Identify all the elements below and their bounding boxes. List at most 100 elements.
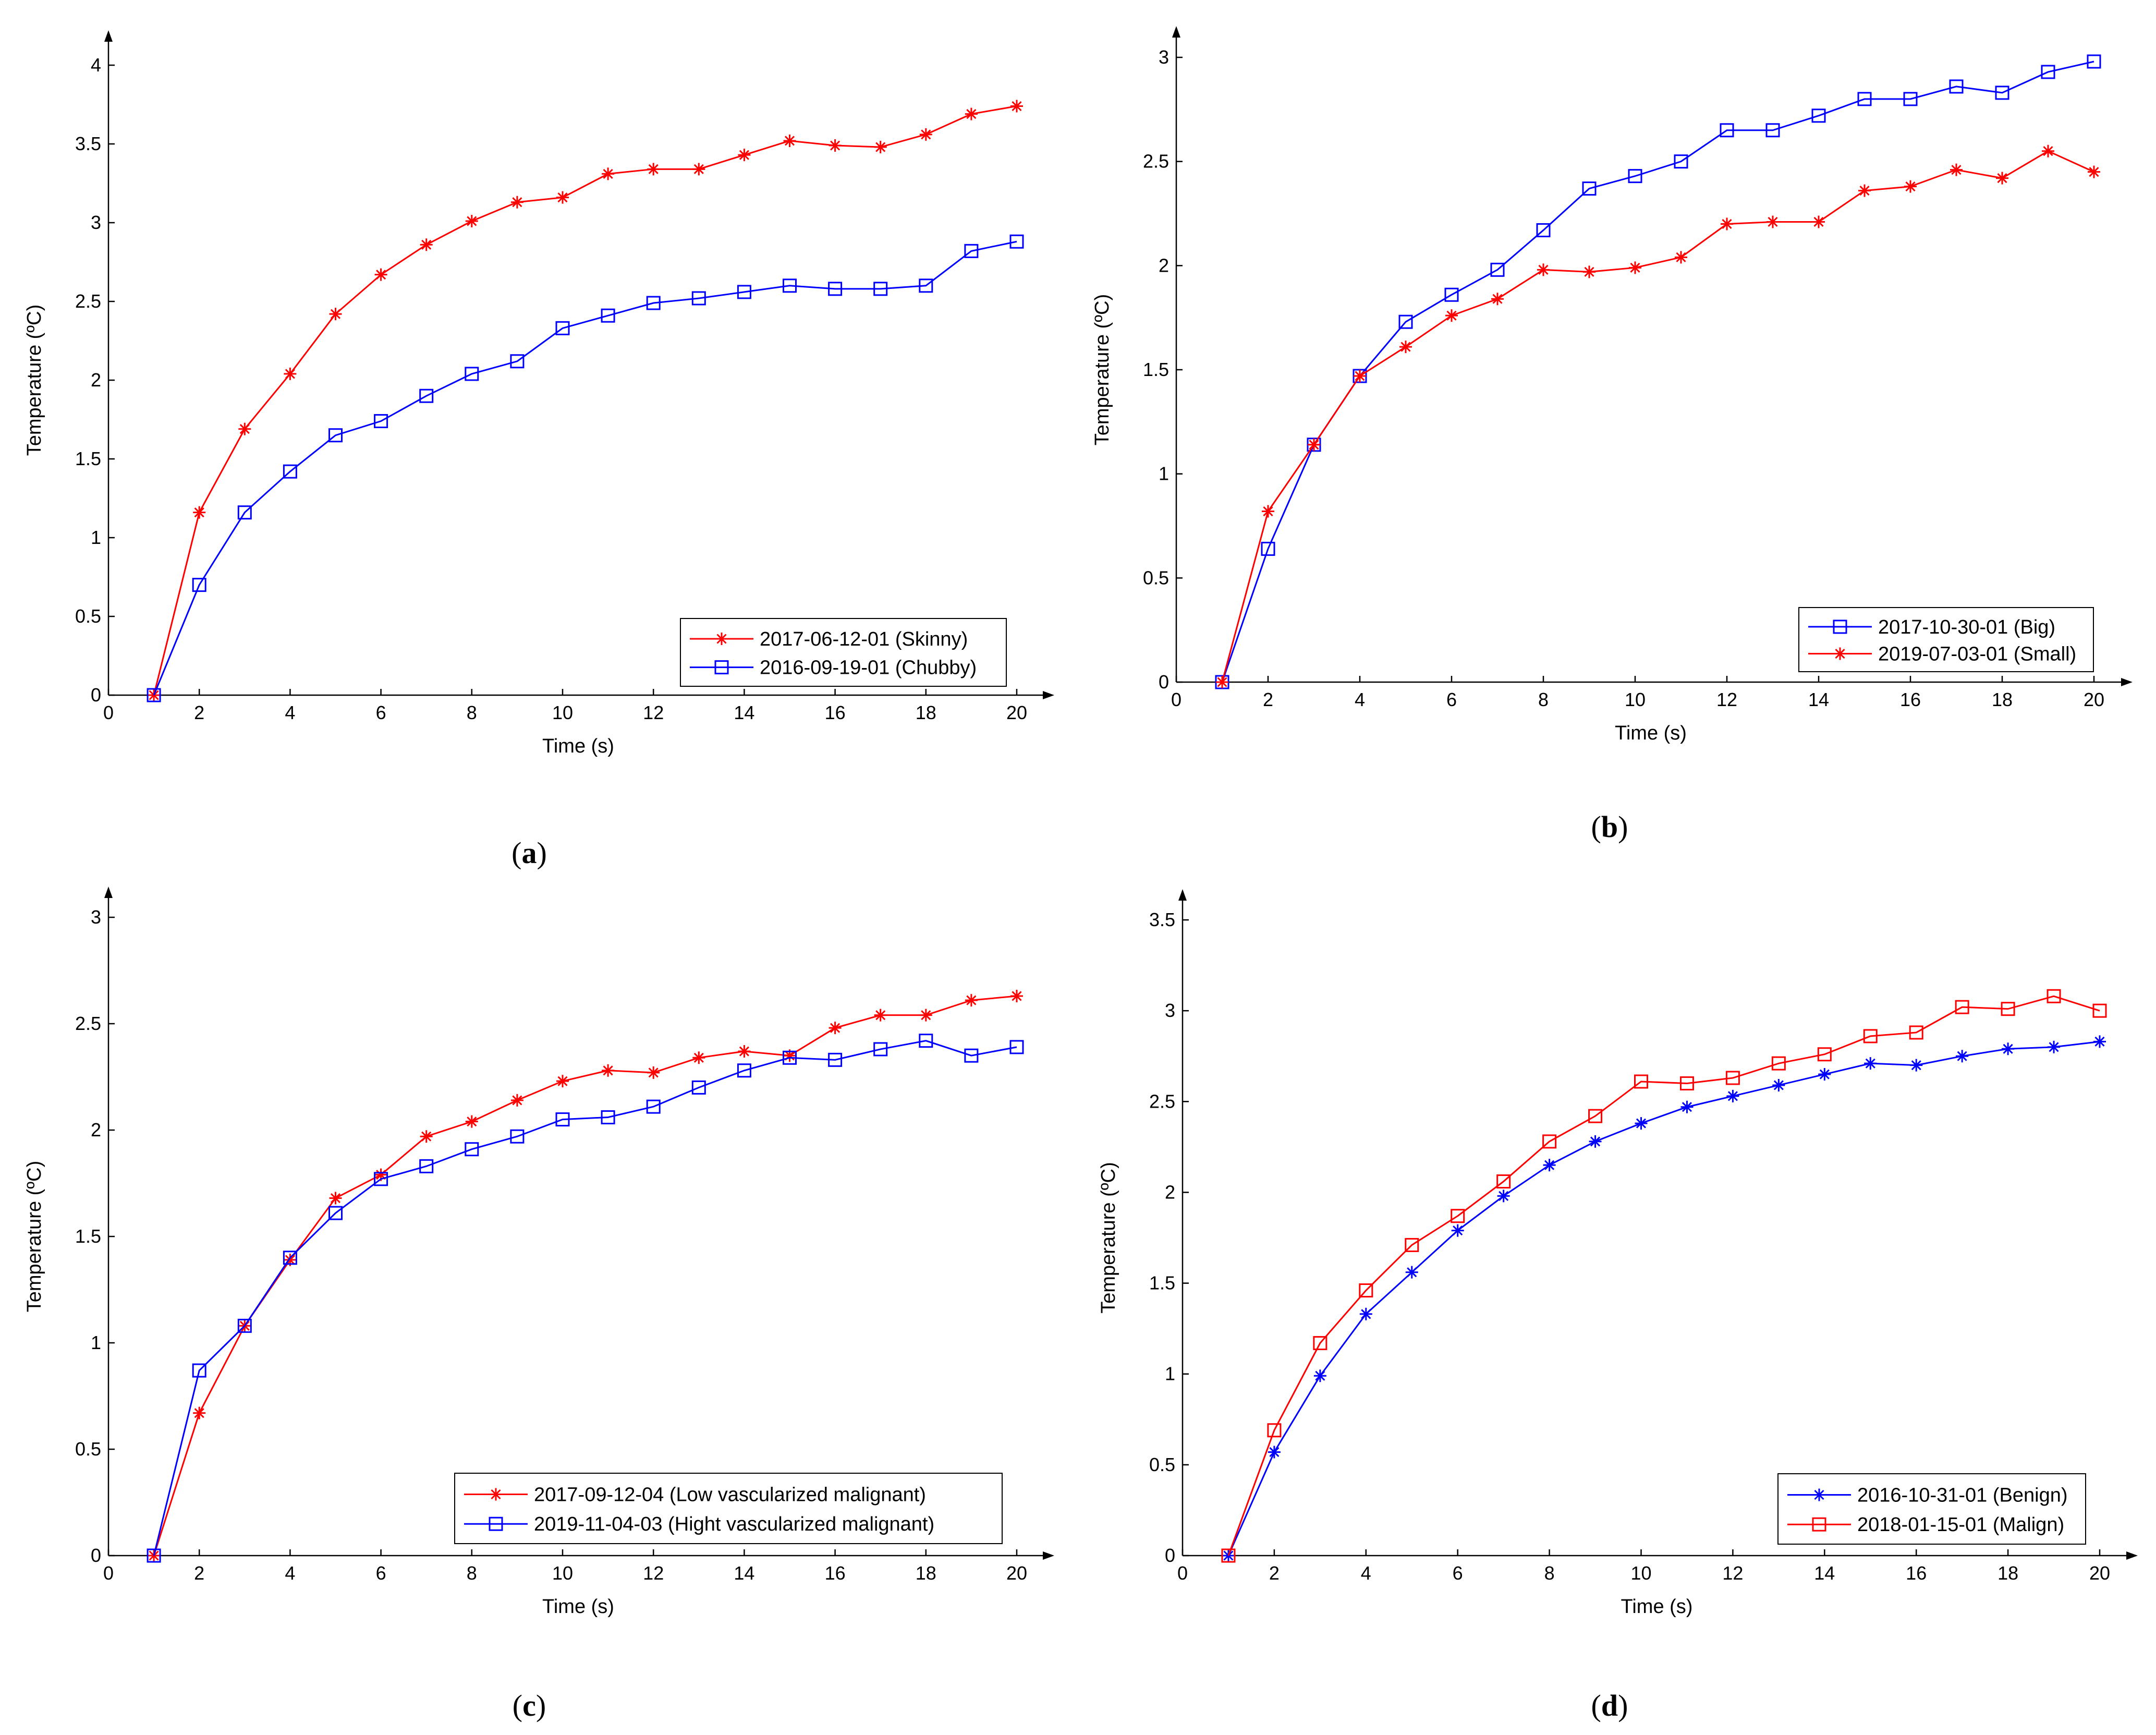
data-point [420,1130,433,1143]
data-point [1956,1050,1969,1063]
x-tick-label: 0 [1177,1562,1188,1584]
data-point [828,1052,843,1067]
data-point [965,107,978,120]
data-point [965,994,978,1007]
data-point [1399,341,1412,354]
data-point [1405,1237,1419,1252]
x-tick-label: 16 [825,1562,846,1584]
x-tick-label: 16 [1900,689,1921,710]
series-1 [1222,1035,2106,1562]
data-point [1490,262,1505,277]
data-point [510,1094,523,1107]
chart-panel-a: 0 2 4 6 8 10 12 14 16 18 20 0 0.5 1 1.5 2 2.5 3 3.5 4 Time (… [23,30,1054,870]
panel-label-open: ( [1591,1689,1601,1722]
x-axis-label: Time (s) [542,735,614,757]
y-tick-label: 0 [91,684,101,706]
panel-label-open: ( [1591,810,1601,844]
data-point [1726,1089,1739,1102]
data-point [374,1172,388,1186]
data-point [919,1009,932,1022]
data-point [1268,1446,1281,1459]
data-point [147,1548,161,1563]
y-tick-label: 1.5 [1149,1272,1175,1294]
data-point [1679,1076,1694,1090]
x-tick-label: 10 [1630,1562,1651,1584]
x-tick-label: 8 [1538,689,1549,710]
data-point [1405,1266,1418,1279]
y-axis-label: Temperature (ºC) [23,1161,45,1313]
data-point [1904,180,1917,193]
data-point [465,367,479,381]
data-point [737,1063,751,1078]
data-point [465,1142,479,1157]
data-point [555,321,570,335]
data-point [1818,1068,1831,1081]
legend-marker [489,1516,503,1531]
x-tick-label: 6 [1453,1562,1463,1584]
y-tick-label: 2.5 [1149,1090,1175,1112]
data-point [1451,1209,1465,1223]
data-point [284,367,297,380]
data-point [1451,1224,1464,1237]
series-line [1227,995,2100,1556]
series-line [153,105,1017,696]
panel-label-open: ( [513,1689,522,1722]
chart-panel-d: 0 2 4 6 8 10 12 14 16 18 20 0 0.5 1 1.5 2 2.5 3 3.5 Time (s… [1098,889,2138,1722]
y-tick-label: 3 [91,212,101,233]
data-point [2047,989,2061,1003]
data-point [329,308,342,321]
x-tick-label: 20 [2089,1562,2110,1584]
data-point [1262,505,1274,518]
data-point [374,1168,387,1181]
x-tick-label: 10 [1625,689,1646,710]
data-point [2093,1035,2106,1048]
legend-entry: 2017-09-12-04 (Low vascularized malignan… [534,1484,926,1506]
y-axis-arrow-icon [104,887,113,898]
y-tick-label: 3 [1159,46,1169,68]
data-point [1628,169,1642,184]
data-point [510,1129,525,1144]
x-tick-label: 8 [467,702,477,723]
legend-marker [1813,1488,1825,1501]
y-tick-label: 3 [1165,1000,1175,1021]
data-point [828,282,843,296]
panel-label-close: ) [1618,1689,1628,1722]
x-tick-label: 14 [734,1562,754,1584]
data-point [1542,1134,1557,1149]
legend-marker [1834,647,1846,660]
data-point [646,1099,661,1114]
y-tick-label: 0 [1159,671,1169,693]
legend-entry: 2018-01-15-01 (Malign) [1857,1514,2064,1536]
panel-label-close: ) [537,836,547,870]
data-point [1725,1071,1740,1085]
x-axis-arrow-icon [1043,691,1054,699]
panel-label: (b) [1591,810,1628,844]
data-point [1354,369,1366,382]
x-tick-label: 10 [552,702,573,723]
legend-box [1798,607,2094,672]
y-tick-label: 1 [1165,1363,1175,1385]
data-point [237,1318,252,1333]
panel-label-letter: a [522,836,537,870]
data-point [738,149,751,162]
data-point [601,308,615,323]
data-point [556,191,569,204]
panel-label-letter: b [1601,810,1618,844]
data-point [193,506,206,519]
y-tick-label: 0.5 [75,605,101,627]
x-axis-arrow-icon [1043,1551,1054,1560]
data-point [829,1022,842,1035]
data-point [1216,676,1228,688]
chart-panel-b: 0 2 4 6 8 10 12 14 16 18 20 0 0.5 1 1.5 2 2.5 3 Time (s) Te… [1091,26,2133,844]
data-point [1864,1057,1877,1070]
series-line [153,1040,1017,1556]
y-axis-label: Temperature (ºC) [1098,1162,1119,1314]
data-point [1767,215,1779,228]
x-tick-label: 4 [1361,1562,1371,1584]
y-tick-label: 2 [1165,1181,1175,1203]
series-line [153,240,1017,696]
data-point [1398,314,1413,329]
data-point [602,1064,615,1077]
panel-label-open: ( [511,836,521,870]
data-point [1359,1307,1372,1320]
